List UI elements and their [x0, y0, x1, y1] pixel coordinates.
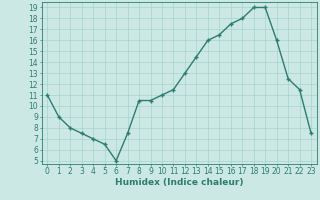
X-axis label: Humidex (Indice chaleur): Humidex (Indice chaleur): [115, 178, 244, 187]
